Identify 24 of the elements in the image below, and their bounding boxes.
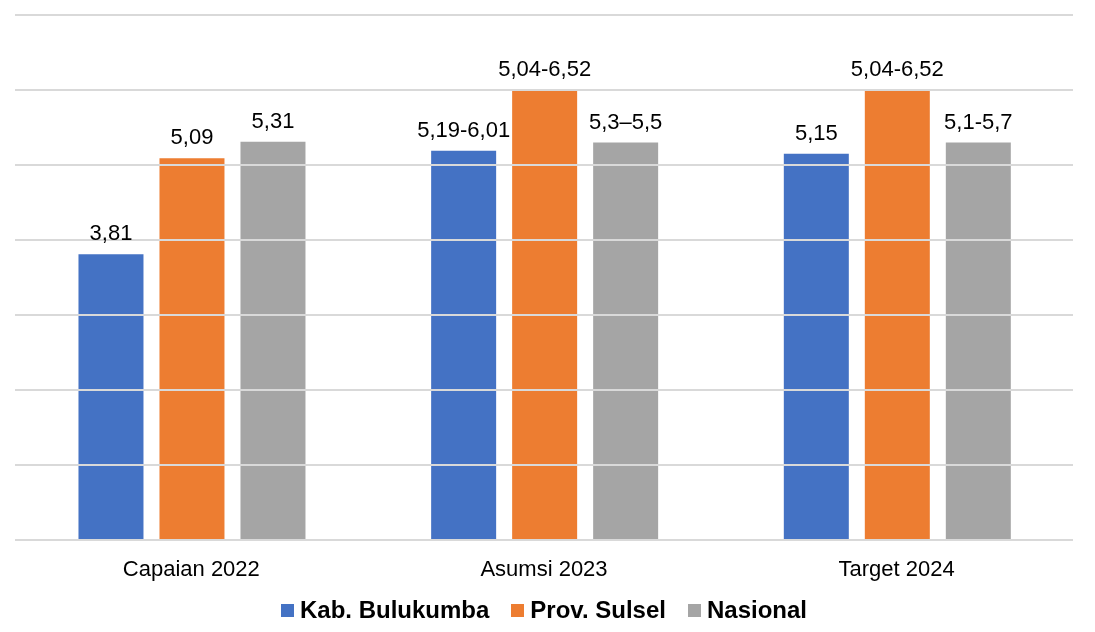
data-label: 5,3–5,5: [588, 108, 663, 134]
bar: [864, 90, 930, 540]
x-tick-label: Target 2024: [838, 555, 955, 581]
x-tick-label: Asumsi 2023: [480, 555, 608, 581]
bar: [159, 158, 225, 540]
legend-label: Prov. Sulsel: [530, 596, 666, 624]
data-label: 5,1-5,7: [944, 108, 1013, 134]
data-label: 5,15: [794, 119, 838, 145]
data-label: 5,31: [251, 107, 295, 133]
legend-label: Kab. Bulukumba: [300, 596, 490, 624]
bar: [512, 90, 578, 540]
bar: [431, 150, 497, 540]
bar: [593, 142, 659, 540]
data-label: 5,09: [170, 124, 214, 150]
data-label: 5,19-6,01: [417, 116, 511, 142]
legend-label: Nasional: [706, 596, 807, 624]
data-label: 5,04-6,52: [850, 56, 944, 81]
bar: [783, 153, 849, 540]
data-label: 3,81: [89, 220, 133, 246]
x-tick-label: Capaian 2022: [122, 555, 260, 581]
bar: [240, 141, 306, 540]
bar: [945, 142, 1011, 540]
data-label: 5,04-6,52: [498, 56, 592, 81]
bar: [78, 254, 144, 540]
